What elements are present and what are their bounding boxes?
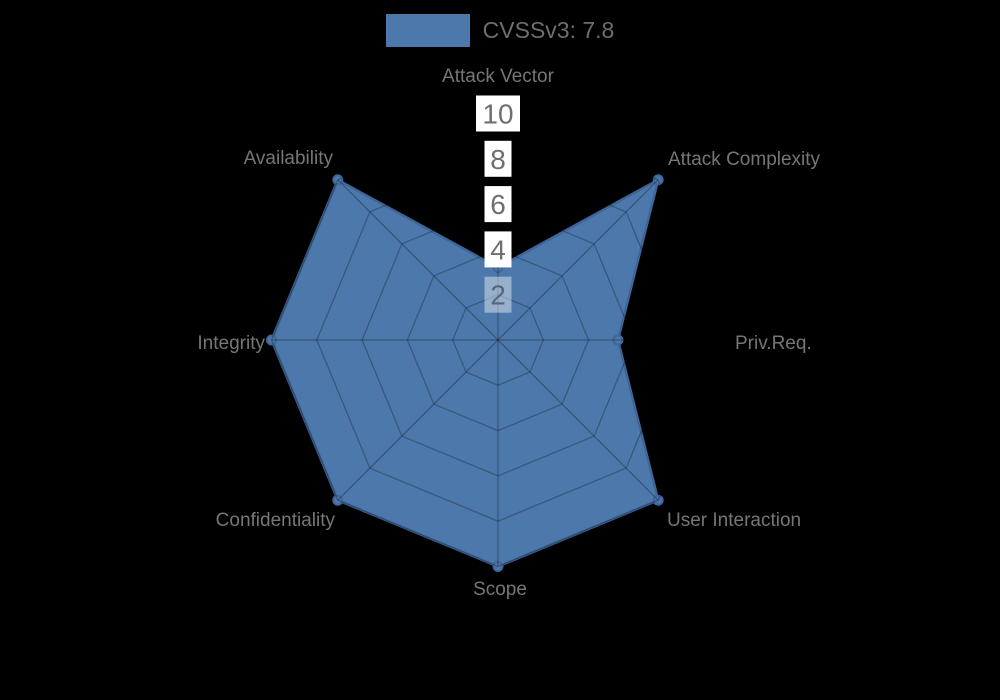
radar-grid — [270, 112, 726, 568]
radial-tick-10: 10 — [476, 95, 520, 132]
axis-labels: Attack Vector Attack Complexity Priv.Req. U… — [197, 66, 820, 600]
data-point-integrity — [266, 334, 277, 346]
axis-label-confidentiality: Confidentiality — [216, 510, 336, 531]
tick-backdrop-2 — [484, 276, 512, 313]
radial-tick-2: 2 — [484, 276, 512, 313]
grid-spoke-availability — [337, 179, 499, 341]
grid-spoke-confidentiality — [337, 339, 499, 501]
axis-label-scope: Scope — [473, 579, 527, 600]
data-point-priv-req — [612, 334, 624, 346]
grid-ring-8 — [316, 158, 680, 522]
tick-value-6: 6 — [490, 189, 506, 220]
grid-spoke-user-interaction — [497, 339, 659, 501]
axis-label-user-interaction: User Interaction — [667, 510, 801, 531]
grid-ring-2 — [451, 293, 545, 387]
grid-ring-10 — [270, 112, 726, 568]
tick-backdrop-10 — [476, 95, 520, 132]
tick-value-4: 4 — [490, 234, 506, 265]
data-point-attack-complexity — [652, 174, 664, 186]
tick-backdrop-6 — [484, 186, 512, 223]
axis-label-attack-vector: Attack Vector — [442, 66, 555, 87]
tick-value-2: 2 — [490, 280, 506, 311]
axis-label-integrity: Integrity — [197, 333, 265, 354]
radial-tick-4: 4 — [484, 231, 512, 268]
axis-label-priv-req: Priv.Req. — [735, 333, 812, 354]
axis-label-availability: Availability — [244, 148, 334, 169]
data-point-availability — [332, 174, 344, 186]
tick-value-8: 8 — [490, 144, 506, 175]
grid-ring-4 — [406, 248, 590, 432]
axis-label-attack-complexity: Attack Complexity — [668, 149, 821, 170]
tick-backdrop-8 — [484, 140, 512, 177]
tick-value-10: 10 — [482, 99, 513, 130]
data-point-user-interaction — [652, 494, 664, 506]
data-point-confidentiality — [332, 494, 344, 506]
grid-spoke-attack-complexity — [497, 179, 659, 341]
data-point-scope — [492, 561, 504, 572]
radial-tick-8: 8 — [484, 140, 512, 177]
radial-tick-labels: 2 4 6 8 10 — [476, 95, 520, 313]
radial-tick-6: 6 — [484, 186, 512, 223]
grid-ring-6 — [361, 203, 635, 477]
tick-backdrop-4 — [484, 231, 512, 268]
